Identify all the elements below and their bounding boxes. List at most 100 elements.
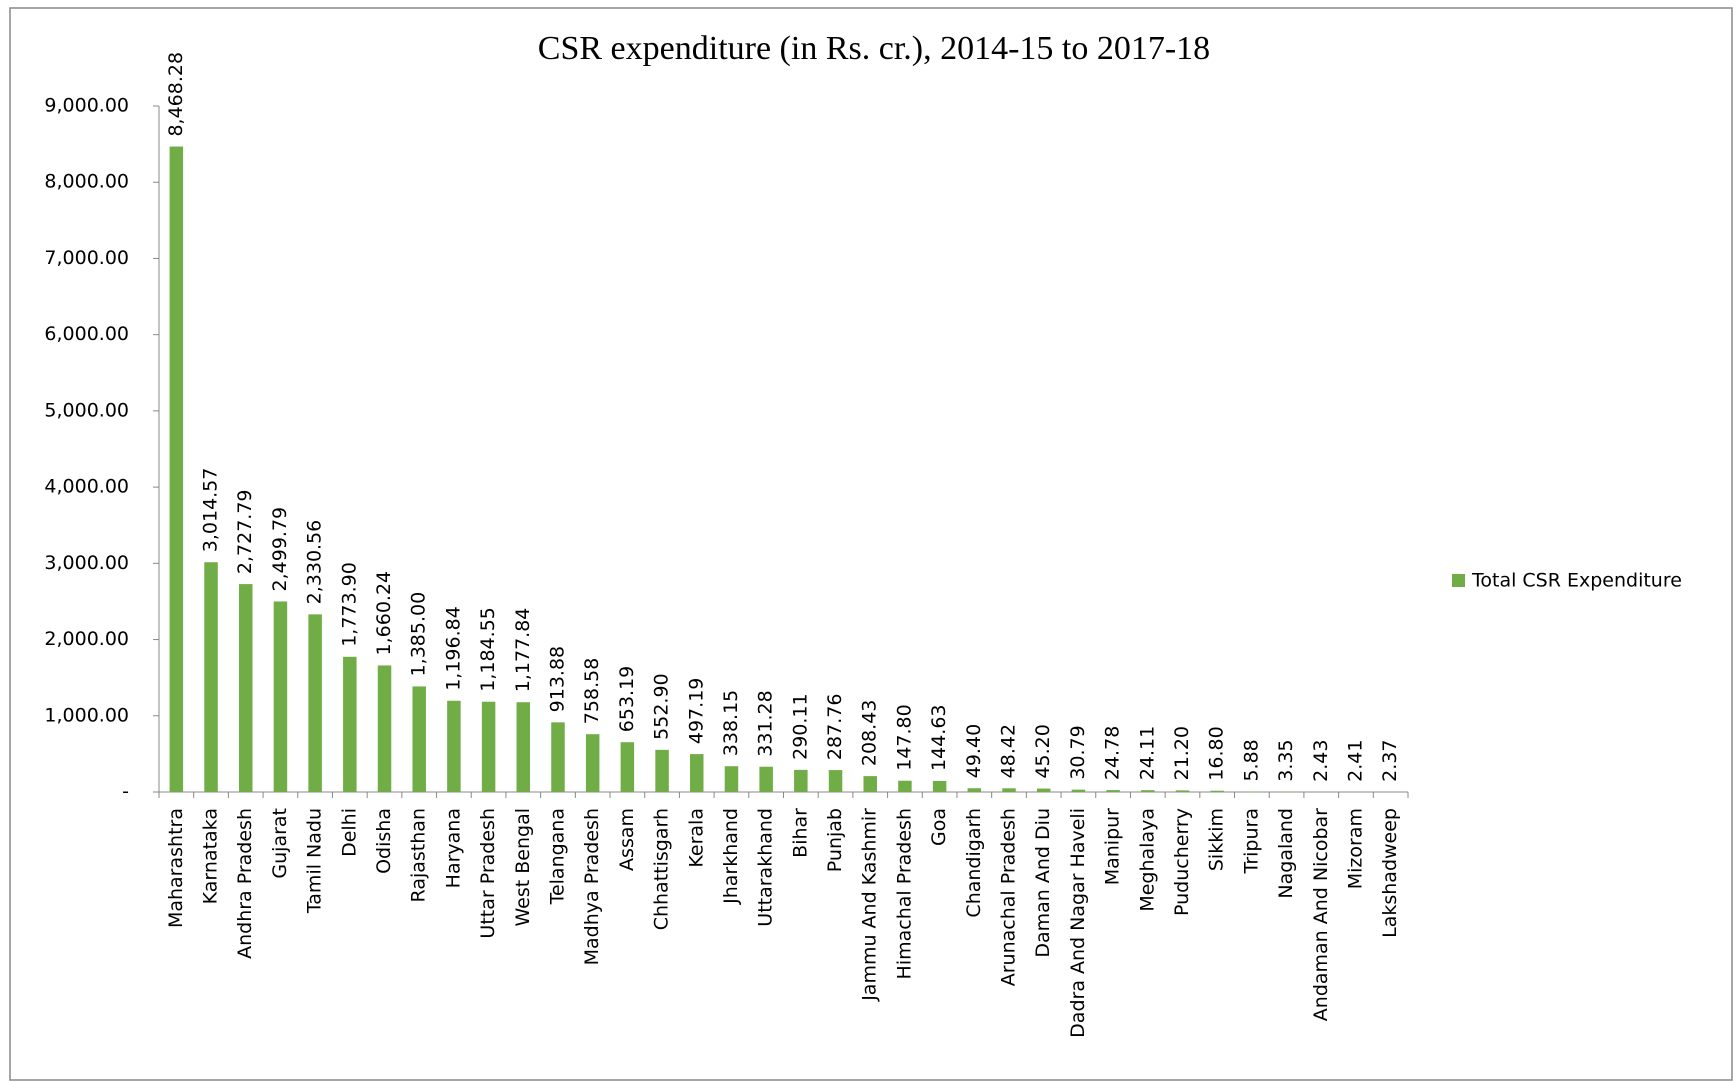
bar: [1002, 788, 1016, 792]
value-label: 3.35: [1275, 739, 1297, 781]
bar: [481, 701, 496, 792]
bar: [794, 769, 808, 792]
y-tick-label: 5,000.00: [44, 399, 129, 421]
x-tick-label: Goa: [928, 808, 950, 846]
value-label: 24.11: [1136, 726, 1158, 780]
x-tick-label: Kerala: [685, 808, 707, 868]
x-tick-label: Rajasthan: [408, 808, 430, 902]
bar: [238, 584, 253, 792]
y-tick-label: 1,000.00: [44, 704, 129, 726]
x-tick-label: Sikkim: [1206, 808, 1228, 871]
value-label: 144.63: [928, 704, 950, 770]
x-tick-label: Haryana: [442, 808, 464, 888]
value-label: 497.19: [685, 678, 707, 744]
bar: [1071, 789, 1086, 792]
x-tick-label: Dadra And Nagar Haveli: [1067, 808, 1089, 1038]
value-label: 24.78: [1102, 726, 1124, 780]
value-label: 1,177.84: [512, 608, 534, 693]
value-label: 45.20: [1032, 724, 1054, 778]
x-tick-label: Maharashtra: [165, 808, 187, 928]
value-label: 48.42: [998, 724, 1020, 778]
bar: [655, 749, 669, 792]
bar: [898, 780, 912, 792]
chart-frame: [9, 7, 1733, 1081]
bar: [551, 722, 565, 792]
value-label: 2.43: [1310, 740, 1332, 782]
bar: [377, 665, 392, 792]
bar: [1141, 790, 1155, 792]
x-tick-label: Karnataka: [200, 808, 222, 904]
x-tick-label: Himachal Pradesh: [893, 808, 915, 979]
x-tick-label: Madhya Pradesh: [581, 808, 603, 965]
bar: [585, 734, 600, 792]
x-tick-label: Meghalaya: [1136, 808, 1158, 912]
value-label: 21.20: [1171, 726, 1193, 780]
bar: [828, 770, 843, 792]
x-tick-label: Odisha: [373, 808, 395, 874]
x-tick-label: Uttar Pradesh: [477, 808, 499, 939]
value-label: 8,468.28: [165, 52, 187, 137]
y-tick-label: 6,000.00: [44, 323, 129, 345]
value-label: 758.58: [581, 658, 603, 724]
bar: [967, 788, 982, 792]
value-label: 1,184.55: [477, 607, 499, 692]
legend-swatch: [1452, 574, 1465, 587]
y-tick-label: 2,000.00: [44, 628, 129, 650]
bar: [204, 562, 218, 792]
bar: [690, 754, 704, 792]
value-label: 290.11: [789, 693, 811, 759]
value-label: 338.15: [720, 690, 742, 756]
y-tick-label: 8,000.00: [44, 171, 129, 193]
bar: [1210, 790, 1224, 792]
x-tick-label: Lakshadweep: [1379, 808, 1401, 938]
value-label: 552.90: [651, 673, 673, 739]
x-tick-label: Arunachal Pradesh: [998, 808, 1020, 986]
x-tick-label: Jharkhand: [720, 808, 742, 905]
bar: [932, 780, 947, 792]
value-label: 208.43: [859, 700, 881, 766]
bar: [1036, 788, 1051, 792]
bar: [1106, 790, 1120, 792]
x-tick-label: Bihar: [789, 808, 811, 858]
value-label: 2.37: [1379, 740, 1401, 782]
bar: [724, 766, 739, 792]
x-tick-label: Chandigarh: [963, 808, 985, 918]
value-label: 1,196.84: [442, 606, 464, 691]
value-label: 1,773.90: [338, 562, 360, 647]
value-label: 913.88: [546, 646, 568, 712]
value-label: 1,385.00: [408, 592, 430, 677]
value-label: 3,014.57: [200, 468, 222, 553]
x-tick-label: Assam: [616, 808, 638, 871]
bar: [412, 686, 426, 792]
bar: [447, 700, 461, 792]
bar: [620, 742, 635, 792]
value-label: 5.88: [1240, 739, 1262, 781]
value-label: 2,330.56: [304, 520, 326, 605]
bar: [273, 601, 288, 792]
bar: [343, 656, 357, 792]
bar: [308, 614, 322, 792]
x-tick-label: Tamil Nadu: [304, 808, 326, 914]
value-label: 147.80: [893, 704, 915, 770]
value-label: 2,499.79: [269, 507, 291, 592]
value-label: 653.19: [616, 666, 638, 732]
x-tick-label: Nagaland: [1275, 808, 1297, 899]
x-tick-label: Gujarat: [269, 808, 291, 879]
x-tick-label: Jammu And Kashmir: [859, 808, 881, 1002]
x-tick-label: Telangana: [546, 808, 568, 905]
x-tick-label: Tripura: [1240, 808, 1262, 874]
y-tick-label: 9,000.00: [44, 95, 129, 117]
value-label: 2.41: [1344, 740, 1366, 782]
value-label: 16.80: [1206, 726, 1228, 780]
bar: [169, 146, 184, 793]
value-label: 2,727.79: [234, 489, 256, 574]
bar: [759, 766, 773, 792]
value-label: 49.40: [963, 724, 985, 778]
value-label: 30.79: [1067, 725, 1089, 779]
x-tick-label: Andaman And Nicobar: [1310, 808, 1332, 1021]
x-tick-label: Delhi: [338, 808, 360, 857]
x-tick-label: Chhattisgarh: [651, 808, 673, 930]
chart-title: CSR expenditure (in Rs. cr.), 2014-15 to…: [538, 30, 1210, 67]
bar: [516, 702, 531, 792]
